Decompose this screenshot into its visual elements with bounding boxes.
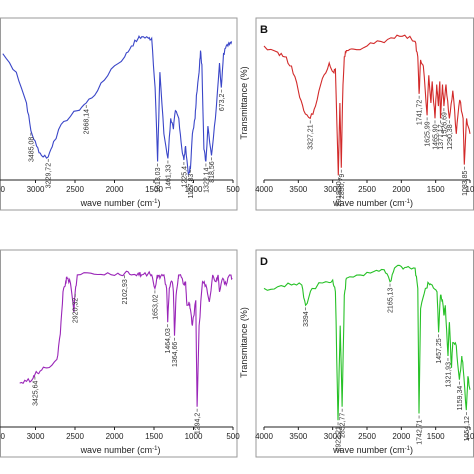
panel-letter: B xyxy=(260,24,268,36)
peak-label: 1159,34 xyxy=(457,386,464,411)
x-tick-label: 2000 xyxy=(392,185,410,194)
x-tick-label: 1500 xyxy=(427,432,445,441)
x-axis-label-close: ) xyxy=(157,445,160,455)
spectrum-panel-4: 4000 3500 3000 2500 2000 1500 10 wave number (c… xyxy=(239,249,474,458)
x-axis-label-text: wave number (cm xyxy=(332,445,405,455)
x-tick-label: 2500 xyxy=(358,432,376,441)
x-tick-label: 1500 xyxy=(145,432,163,441)
peak-label: 1290,38 xyxy=(447,124,454,149)
peak-label: 1083,85 xyxy=(462,171,469,196)
x-tick-label: 3000 xyxy=(27,185,45,194)
x-tick-label: 3000 xyxy=(324,185,342,194)
x-axis-label-text: wave number (cm xyxy=(80,198,153,208)
spectrum-line xyxy=(19,270,233,407)
x-tick-label: 3000 xyxy=(27,432,45,441)
x-tick-label: 3500 xyxy=(0,185,5,194)
peak-label: 1465,90 xyxy=(432,124,439,149)
x-axis-label-superscript: -1 xyxy=(152,446,158,452)
spectrum-panel-2: 4000 3500 3000 2500 2000 1500 10 wave number (c… xyxy=(239,17,474,211)
peak-label: 2102,93 xyxy=(122,279,129,304)
x-tick-label: 3500 xyxy=(0,432,5,441)
x-axis-label-text: wave number (cm xyxy=(80,445,153,455)
panel-frame xyxy=(0,249,238,458)
peak-label: 1294,2 xyxy=(195,413,202,435)
peak-label: 1526,69 xyxy=(441,112,448,137)
peak-label: 818,56 xyxy=(209,161,216,183)
x-tick-label: 1500 xyxy=(427,185,445,194)
spectrum-line xyxy=(263,264,471,421)
x-tick-label: 10 xyxy=(466,185,474,194)
spectrum-panel-1: 3500 3000 2500 2000 1500 1000 500 wave number (… xyxy=(0,17,240,211)
x-tick-label: 500 xyxy=(226,185,240,194)
peak-label: 1457,25 xyxy=(436,338,443,363)
x-tick-label: 2000 xyxy=(106,185,124,194)
panel-letter: D xyxy=(260,256,268,268)
peak-label: 1461,33 xyxy=(165,164,172,189)
x-tick-label: 1500 xyxy=(145,185,163,194)
peak-label: 2918,30 xyxy=(336,181,343,206)
x-axis-label-text: wave number (cm xyxy=(332,198,405,208)
peak-label: 1364,66 xyxy=(172,342,179,367)
spectrum-line xyxy=(2,34,233,176)
peak-label: 3327,21 xyxy=(308,124,315,149)
peak-label: 1054,12 xyxy=(464,416,471,441)
peak-label: 3485,08 xyxy=(28,137,35,162)
x-axis-label: wave number (cm-1) xyxy=(332,198,413,208)
spectrum-panel-3: 3500 3000 2500 2000 1500 1000 500 wave number (… xyxy=(0,249,240,458)
x-axis-label-close: ) xyxy=(157,198,160,208)
peak-label: 1625,99 xyxy=(425,121,432,146)
x-axis-label: wave number (cm-1) xyxy=(80,445,161,455)
peak-label: 1225,4 xyxy=(181,166,188,188)
x-tick-label: 3500 xyxy=(289,185,307,194)
peak-label: 1321,93 xyxy=(445,362,452,387)
peak-label: 1377,17 xyxy=(438,124,445,149)
panel-frame xyxy=(0,17,238,211)
peak-label: 2165,13 xyxy=(388,288,395,313)
peak-label: 2920,32 xyxy=(73,298,80,323)
y-axis-label: Transmitance (%) xyxy=(239,307,249,378)
x-tick-label: 3500 xyxy=(289,432,307,441)
x-axis-label-close: ) xyxy=(410,445,413,455)
x-tick-label: 4000 xyxy=(255,432,273,441)
peak-label: 1653,02 xyxy=(152,294,159,319)
x-axis-label: wave number (cm-1) xyxy=(332,445,413,455)
peak-label: 3394 xyxy=(303,311,310,327)
peak-label: 2852,77 xyxy=(340,413,347,438)
peak-label: 3229,72 xyxy=(46,163,53,188)
peak-label: 673,2 xyxy=(219,94,226,112)
x-tick-label: 2000 xyxy=(106,432,124,441)
peak-label: 3425,64 xyxy=(32,381,39,406)
x-axis-label-close: ) xyxy=(410,198,413,208)
peak-label: 1127,83 xyxy=(188,174,195,199)
spectrum-line xyxy=(263,34,471,176)
x-axis-label-superscript: -1 xyxy=(405,446,411,452)
x-axis-label: wave number (cm-1) xyxy=(80,198,161,208)
x-tick-label: 1000 xyxy=(185,432,203,441)
x-tick-label: 2500 xyxy=(358,185,376,194)
x-tick-label: 2500 xyxy=(66,185,84,194)
x-tick-label: 3000 xyxy=(324,432,342,441)
peak-label: 2922,21 xyxy=(336,426,343,451)
x-axis-label-superscript: -1 xyxy=(152,199,158,205)
x-tick-label: 1000 xyxy=(185,185,203,194)
peak-label: 2850,79 xyxy=(339,174,346,199)
peak-label: 1742,71 xyxy=(417,419,424,444)
y-axis-label: Transmittance (%) xyxy=(239,66,249,139)
peak-label: 1464,03 xyxy=(165,328,172,353)
x-tick-label: 2500 xyxy=(66,432,84,441)
x-axis-label-superscript: -1 xyxy=(405,199,411,205)
peak-label: 1741,72 xyxy=(417,100,424,125)
x-tick-label: 2000 xyxy=(392,432,410,441)
x-tick-label: 4000 xyxy=(255,185,273,194)
x-tick-label: 10 xyxy=(466,432,474,441)
peak-label: 1613,03 xyxy=(155,167,162,192)
peak-label: 2668,14 xyxy=(84,109,91,134)
x-tick-label: 500 xyxy=(226,432,240,441)
peak-label: 1322,14 xyxy=(203,167,210,192)
